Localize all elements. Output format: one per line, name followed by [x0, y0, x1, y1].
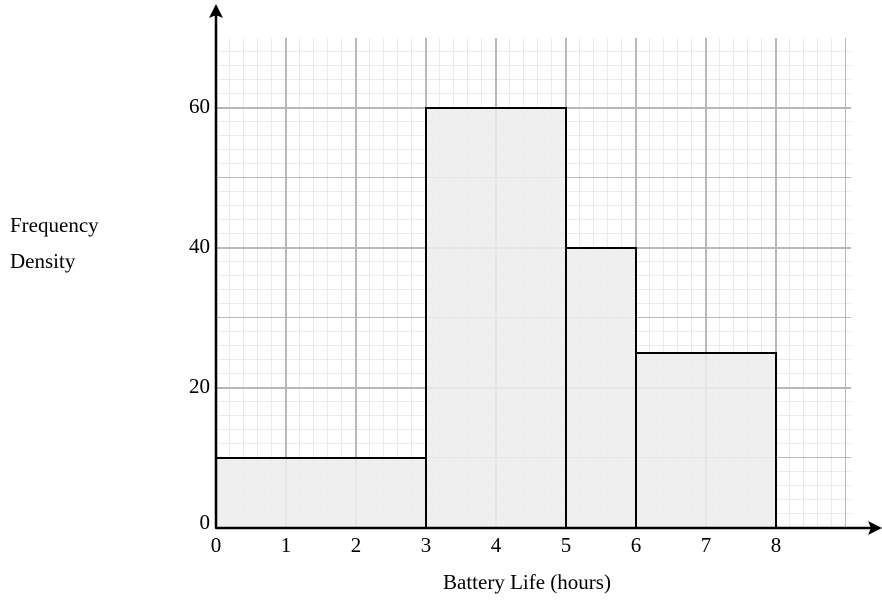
x-tick-label: 4: [491, 533, 502, 557]
bars: [215, 107, 777, 529]
bar: [565, 247, 637, 529]
x-tick-label: 3: [421, 533, 432, 557]
y-axis-arrow: [209, 4, 223, 18]
bar: [215, 457, 427, 529]
x-tick-label: 8: [771, 533, 782, 557]
x-tick-label: 0: [211, 533, 222, 557]
x-axis-label: Battery Life (hours): [443, 570, 611, 594]
y-tick-label: 60: [189, 94, 210, 118]
y-axis-label: Density: [10, 249, 76, 273]
x-tick-label: 1: [281, 533, 292, 557]
axes: [209, 4, 882, 535]
x-tick-label: 6: [631, 533, 642, 557]
x-tick-label: 5: [561, 533, 572, 557]
y-tick-label: 20: [189, 374, 210, 398]
y-tick-label: 40: [189, 234, 210, 258]
y-axis-label: Frequency: [10, 213, 99, 237]
bar: [635, 352, 777, 529]
x-tick-label: 2: [351, 533, 362, 557]
bar: [425, 107, 567, 529]
x-axis-arrow: [868, 521, 882, 535]
y-tick-label: 0: [200, 510, 211, 534]
x-tick-label: 7: [701, 533, 712, 557]
